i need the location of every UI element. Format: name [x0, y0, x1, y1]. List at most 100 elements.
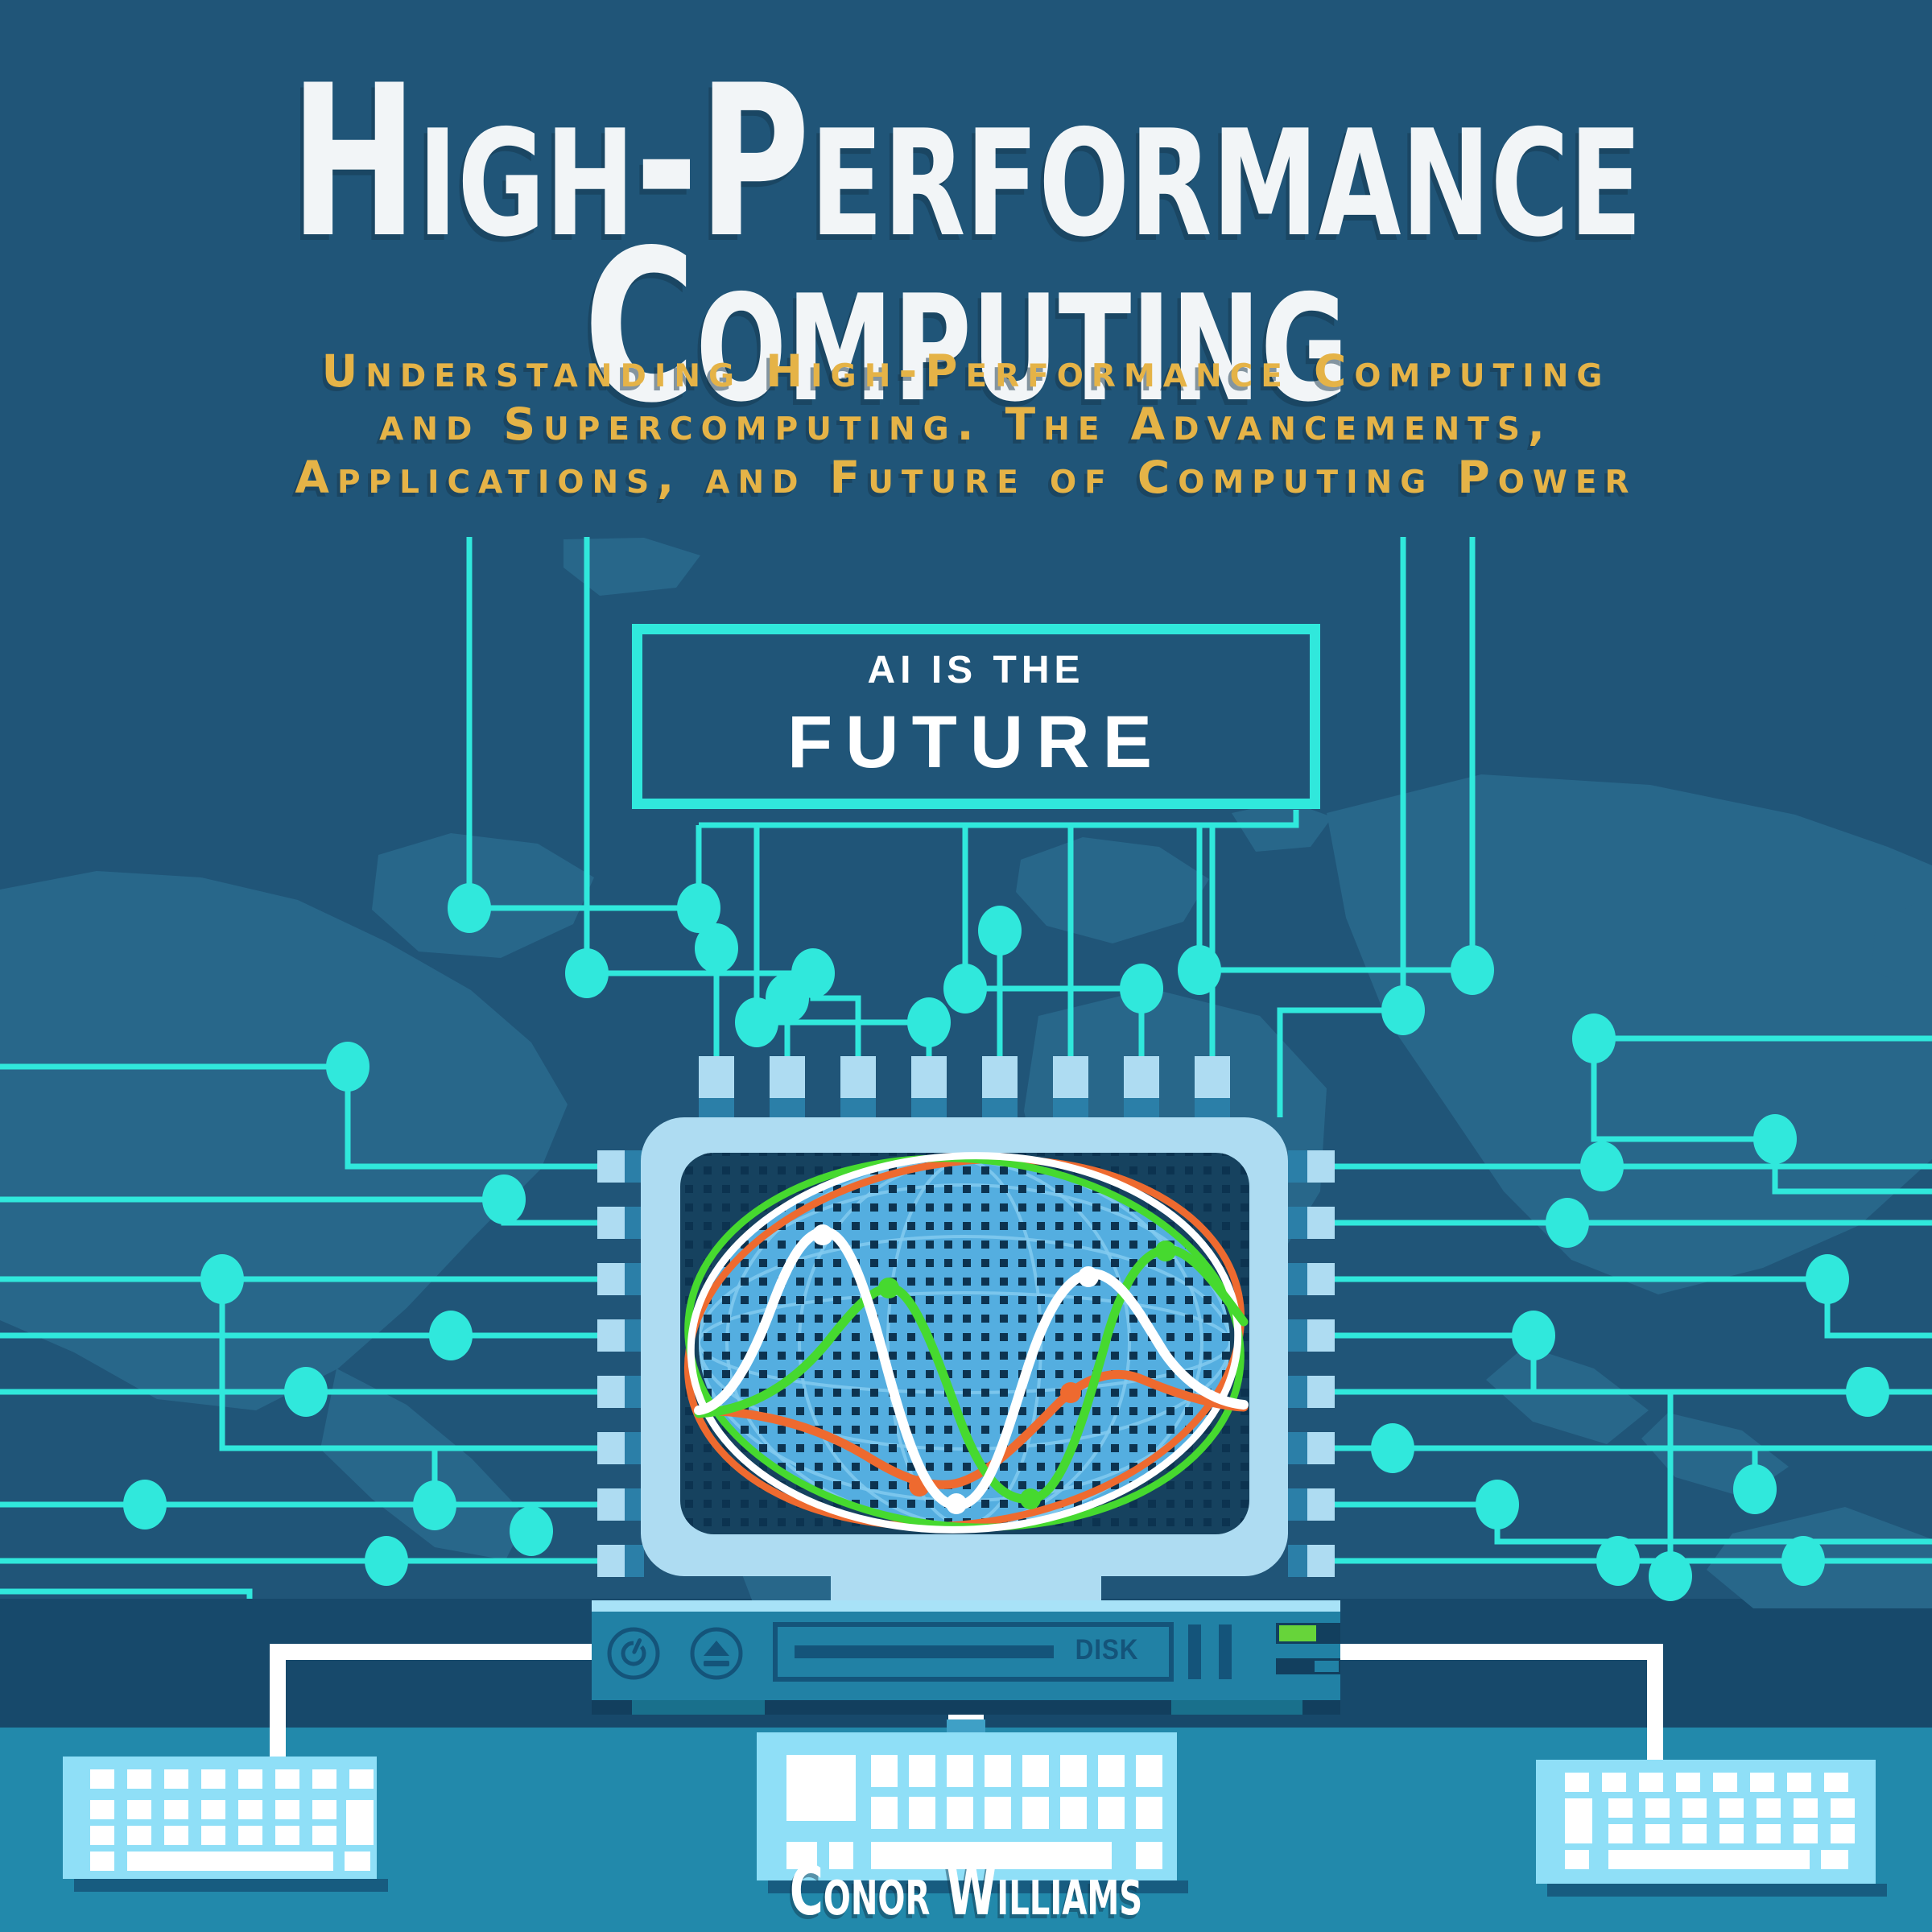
cpu-pin-top [911, 1098, 947, 1119]
keyboard-key [127, 1826, 151, 1845]
keyboard-key [1757, 1824, 1781, 1843]
cpu-pin-right [1288, 1376, 1307, 1408]
cpu-pin-right [1304, 1376, 1335, 1408]
keyboard-key [201, 1826, 225, 1845]
author-name: Conor Williams [789, 1852, 1143, 1930]
circuit-node [1846, 1367, 1889, 1417]
keyboard-key [1098, 1755, 1125, 1787]
keyboard-key [1136, 1755, 1162, 1787]
cpu-pin-right [1288, 1150, 1307, 1183]
cpu-pin-top [770, 1056, 805, 1101]
keyboard-key [90, 1800, 114, 1819]
keyboard-key [1831, 1798, 1855, 1818]
keyboard-key [985, 1755, 1011, 1787]
keyboard-key [829, 1842, 853, 1869]
keyboard-key [1608, 1798, 1633, 1818]
status-led [1279, 1625, 1316, 1641]
cpu-pin-right [1304, 1432, 1335, 1464]
keyboard-key [1565, 1850, 1589, 1869]
circuit-node [1178, 945, 1221, 995]
cpu-pin-left [597, 1488, 628, 1521]
circuit-traces [0, 537, 1932, 1601]
cpu-pin-left [597, 1319, 628, 1352]
circuit-node [695, 923, 738, 973]
disk-slot [773, 1622, 1174, 1682]
keyboard-key [909, 1755, 935, 1787]
keyboard-key [1831, 1824, 1855, 1843]
circuit-node [1381, 985, 1425, 1035]
circuit-node [510, 1506, 553, 1556]
power-icon [607, 1627, 660, 1680]
keyboard-key [275, 1769, 299, 1789]
eject-icon [690, 1627, 743, 1680]
keyboard-key [312, 1826, 336, 1845]
cpu-pin-top [1124, 1056, 1159, 1101]
cpu-pin-right [1288, 1488, 1307, 1521]
keyboard-key [127, 1852, 333, 1871]
keyboard-key [1676, 1773, 1700, 1792]
waveform-white [694, 1224, 1249, 1514]
keyboard-key [164, 1769, 188, 1789]
circuit-node [413, 1480, 456, 1530]
monitor-stand [831, 1568, 1101, 1610]
cpu-pin-top [1124, 1098, 1159, 1119]
keyboard-key [275, 1800, 299, 1819]
circuit-node [284, 1367, 328, 1417]
keyboard-key [1060, 1797, 1087, 1829]
keyboard-key [871, 1755, 898, 1787]
keyboard-key [1682, 1798, 1707, 1818]
keyboard-key [1750, 1773, 1774, 1792]
subtitle-line1: Understanding High-Performance Computing [321, 345, 1611, 397]
keyboard-key [1639, 1773, 1663, 1792]
cpu-pin-right [1288, 1432, 1307, 1464]
cpu-pin-left [625, 1545, 644, 1577]
circuit-node [482, 1174, 526, 1224]
circuit-node [200, 1254, 244, 1304]
keyboard-key [90, 1826, 114, 1845]
cpu-pin-top [1053, 1056, 1088, 1101]
circuit-node [1572, 1013, 1616, 1063]
cpu-pin-right [1304, 1545, 1335, 1577]
cpu-pin-right [1304, 1488, 1335, 1521]
keyboard-key [164, 1826, 188, 1845]
keyboard-key [1719, 1798, 1744, 1818]
circuit-node [429, 1311, 473, 1360]
cpu-chip [597, 1056, 1335, 1610]
keyboard-right [1536, 1760, 1887, 1897]
cpu-pin-top [840, 1056, 876, 1101]
circuit-node [1371, 1423, 1414, 1473]
circuit-node [766, 973, 809, 1023]
disk-drive [592, 1600, 1340, 1715]
circuit-node [907, 997, 951, 1047]
cpu-pin-top [840, 1098, 876, 1119]
keyboard-key [1645, 1824, 1670, 1843]
keyboard-key [127, 1769, 151, 1789]
keyboard-key [947, 1797, 973, 1829]
drive-feet [592, 1700, 1340, 1715]
keyboard-key [909, 1797, 935, 1829]
keyboard-key [1824, 1773, 1848, 1792]
cpu-pin-top [699, 1098, 734, 1119]
cpu-pin-left [597, 1376, 628, 1408]
title-line1: High-Performance [290, 41, 1642, 284]
banner-line1: AI IS THE [867, 649, 1085, 691]
circuit-node [1649, 1551, 1692, 1601]
keyboard-key [1608, 1850, 1810, 1869]
circuit-node [1580, 1141, 1624, 1191]
keyboard-key [238, 1800, 262, 1819]
keyboard-key [1787, 1773, 1811, 1792]
keyboard-key [345, 1852, 370, 1871]
disk-drive-label: DISK [1075, 1634, 1139, 1666]
circuit-node [365, 1536, 408, 1586]
cpu-pin-left [597, 1207, 628, 1239]
keyboard-key [201, 1769, 225, 1789]
keyboard-key [164, 1800, 188, 1819]
keyboard-key [1565, 1798, 1592, 1843]
cpu-pin-left [597, 1150, 628, 1183]
keyboard-key [1719, 1824, 1744, 1843]
circuit-node [677, 883, 720, 933]
keyboard-key [1713, 1773, 1737, 1792]
keyboard-key [1794, 1824, 1818, 1843]
keyboard-key [238, 1826, 262, 1845]
